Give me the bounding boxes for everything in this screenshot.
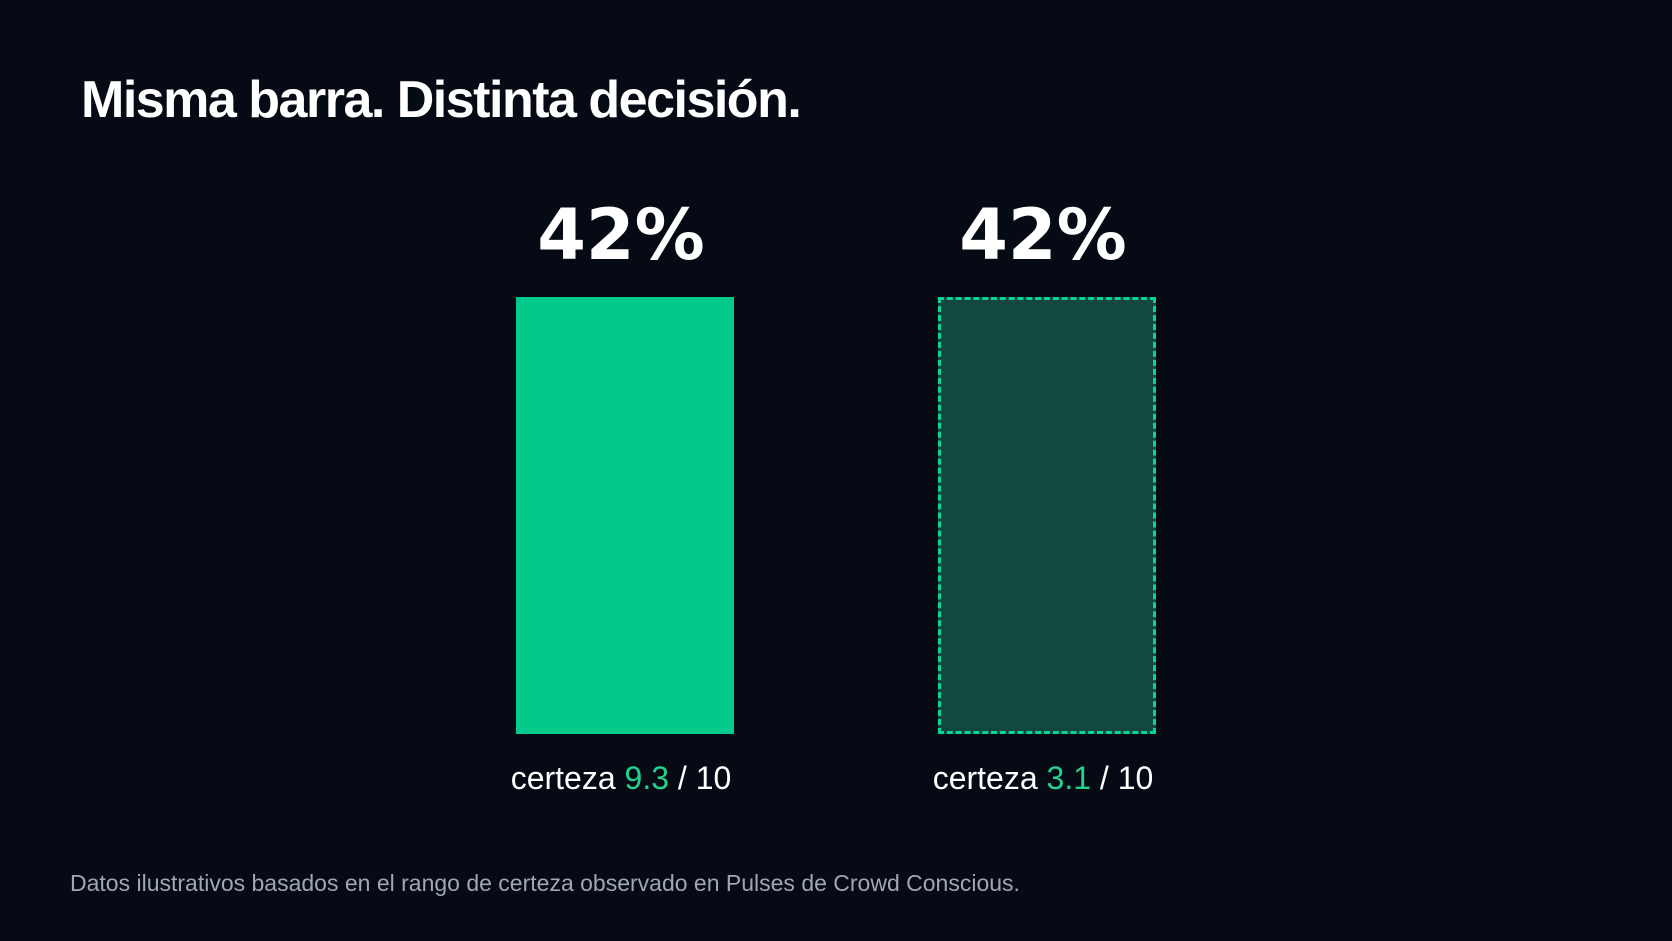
certainty-prefix: certeza — [932, 760, 1047, 796]
bar-group-low-certainty: 42% certeza 3.1 / 10 — [888, 190, 1198, 810]
certainty-suffix: / 10 — [1091, 760, 1154, 796]
certainty-suffix: / 10 — [669, 760, 732, 796]
bar-plot-area — [516, 297, 734, 734]
certainty-value: 3.1 — [1046, 760, 1092, 796]
certainty-prefix: certeza — [510, 760, 625, 796]
bar-dashed — [938, 297, 1156, 734]
bar-caption: certeza 9.3 / 10 — [466, 758, 776, 798]
bar-caption: certeza 3.1 / 10 — [888, 758, 1198, 798]
bar-plot-area — [938, 297, 1156, 734]
bar-group-high-certainty: 42% certeza 9.3 / 10 — [466, 190, 776, 810]
page-title: Misma barra. Distinta decisión. — [81, 71, 802, 129]
bar-solid — [516, 297, 734, 734]
certainty-value: 9.3 — [624, 760, 670, 796]
bar-value-label: 42% — [959, 194, 1127, 276]
footnote: Datos ilustrativos basados en el rango d… — [70, 870, 1020, 896]
bar-value-label: 42% — [537, 194, 705, 276]
